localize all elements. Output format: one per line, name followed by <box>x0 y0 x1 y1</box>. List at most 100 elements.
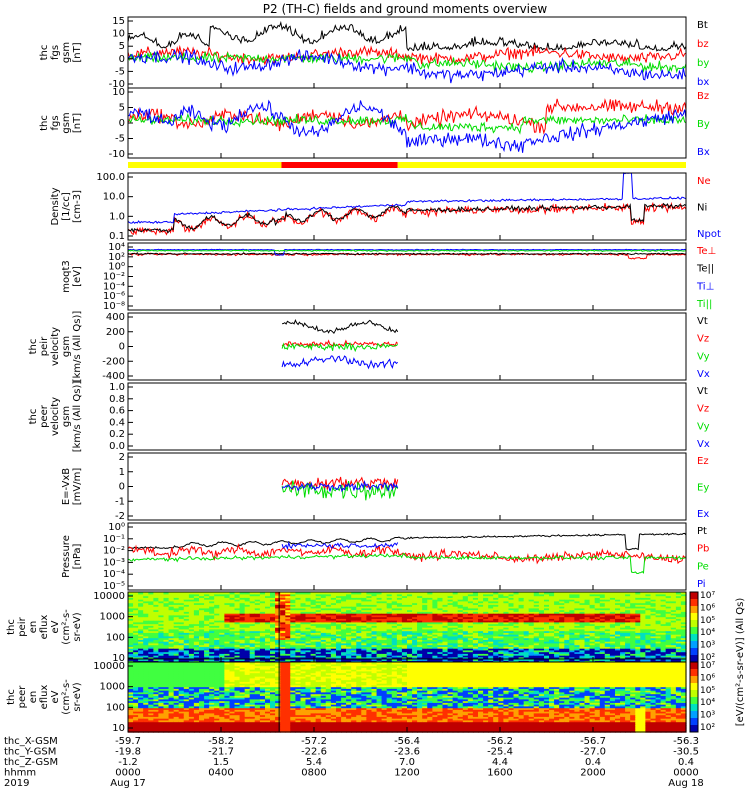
legend-Vx: Vx <box>697 369 710 380</box>
legend-Vt: Vt <box>697 316 708 327</box>
legend-Ni: Ni <box>697 203 707 214</box>
y-tick-label: 5 <box>119 41 125 52</box>
ylabel-line: peir <box>39 336 50 356</box>
legend-Ey: Ey <box>697 483 709 494</box>
panel-frame <box>128 17 686 88</box>
panel-3: Density[1/cc][cm-3]100.010.01.00.1NeNiNp… <box>50 172 721 242</box>
y-tick-label: 1.0 <box>109 211 125 222</box>
y-tick-label: 0.4 <box>109 417 125 428</box>
ylabel-line: gsm <box>61 112 72 133</box>
ylabel-line: (cm²-s- <box>61 679 72 715</box>
ylabel-line: eV <box>50 690 61 703</box>
y-tick-label: -200 <box>102 356 125 367</box>
ylabel-line: moqt3 <box>61 260 72 293</box>
spectrogram <box>128 662 687 733</box>
series-Ne <box>128 203 686 234</box>
ylabel-line: eflux <box>39 615 50 640</box>
y-tick-label: 2 <box>119 452 125 463</box>
y-tick-label: 0.0 <box>109 441 125 452</box>
series-Vz <box>282 341 398 346</box>
spectrogram <box>128 592 687 663</box>
y-tick-label: 1.0 <box>109 382 125 393</box>
y-tick-label: 5 <box>119 103 125 114</box>
ylabel-line: thc <box>39 45 50 61</box>
ylabel-line: [1/cc] <box>61 192 72 221</box>
y-tick-label: 0.1 <box>109 231 125 242</box>
ylabel-line: [km/s (All Qs)] <box>72 381 83 453</box>
y-tick-label: 10 <box>112 29 125 40</box>
y-tick-label: -400 <box>102 371 125 382</box>
legend-Bz: Bz <box>697 91 709 102</box>
panel-frame <box>128 313 686 380</box>
y-tick-label: 0 <box>119 482 125 493</box>
series-Bt <box>128 23 686 51</box>
ylabel-line: eV <box>50 620 61 633</box>
legend-Ne: Ne <box>697 176 711 187</box>
y-tick-label: 400 <box>106 312 125 323</box>
y-tick-label: -5 <box>115 66 125 77</box>
legend-Vy: Vy <box>697 351 710 362</box>
legend-Pi: Pi <box>697 579 706 590</box>
y-tick-label: -2 <box>115 511 125 522</box>
legend-by: by <box>697 58 709 69</box>
ylabel-line: [cm-3] <box>72 190 83 223</box>
y-tick-label: 0.6 <box>109 406 125 417</box>
plot-title: P2 (TH-C) fields and ground moments over… <box>263 2 548 16</box>
ylabel-line: Pressure <box>61 535 72 578</box>
ylabel-line: velocity <box>50 327 61 366</box>
panel-frame <box>128 243 686 310</box>
y-tick-label: 0 <box>119 54 125 65</box>
ylabel-line: gsm <box>61 336 72 357</box>
legend-Pt: Pt <box>697 526 707 537</box>
ylabel-line: [km/s (All Qs)] <box>72 311 83 383</box>
ylabel-line: thc <box>6 689 17 705</box>
ylabel-line: eflux <box>39 685 50 710</box>
legend-Ti||: Ti|| <box>696 299 712 310</box>
y-tick-label: 10⁰ <box>108 522 125 533</box>
y-tick-label: 100.0 <box>96 172 125 183</box>
legend-Ez: Ez <box>697 456 709 467</box>
legend-bx: bx <box>697 77 709 88</box>
y-tick-label: 0.2 <box>109 429 125 440</box>
ylabel-line: E=-VxB <box>61 468 72 505</box>
ylabel-line: fgs <box>50 115 61 130</box>
ylabel-line: sr-eV) <box>72 612 83 641</box>
legend-Ti⊥: Ti⊥ <box>696 281 714 292</box>
y-tick-label: 10 <box>112 87 125 98</box>
y-tick-label: 0 <box>119 342 125 353</box>
series-Vt <box>282 320 398 333</box>
ylabel-line: sr-eV) <box>72 682 83 711</box>
ylabel-line: peer <box>39 404 50 428</box>
legend-Vx: Vx <box>697 439 710 450</box>
ylabel-line: thc <box>28 339 39 355</box>
ylabel-line: [mV/m] <box>72 468 83 506</box>
legend-By: By <box>697 119 710 130</box>
legend-Te||: Te|| <box>696 264 714 275</box>
y-tick-label: 0 <box>119 118 125 129</box>
series-Ey <box>282 481 398 501</box>
legend-Npot: Npot <box>697 229 721 240</box>
legend-Ex: Ex <box>697 509 709 520</box>
y-tick-label: 1000 <box>100 612 125 623</box>
legend-Vt: Vt <box>697 386 708 397</box>
legend-Vz: Vz <box>697 334 709 345</box>
ylabel-line: Density <box>50 187 61 225</box>
legend-Te⊥: Te⊥ <box>696 246 716 257</box>
y-tick-label: -10 <box>109 149 125 160</box>
ylabel-line: peir <box>17 616 28 636</box>
y-tick-label: 1 <box>119 467 125 478</box>
y-tick-label: 0.8 <box>109 394 125 405</box>
legend-Bx: Bx <box>697 147 710 158</box>
ylabel-line: [nT] <box>72 42 83 62</box>
y-tick-label: 10⁻⁸ <box>103 301 125 312</box>
ylabel-line: fgs <box>50 45 61 60</box>
y-tick-label: -5 <box>115 134 125 145</box>
